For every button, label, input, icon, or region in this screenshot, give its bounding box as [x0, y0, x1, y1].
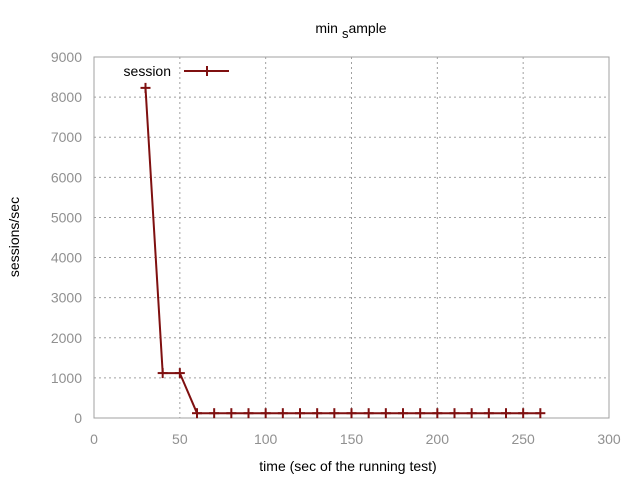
data-point: [243, 408, 254, 419]
data-point: [277, 408, 288, 419]
y-tick-label: 6000: [51, 169, 82, 185]
chart-title-subscript: s: [342, 26, 349, 41]
x-tick-label: 250: [511, 431, 535, 447]
y-tick-label: 1000: [51, 370, 82, 386]
y-tick-label: 4000: [51, 250, 82, 266]
chart-title-suffix: ample: [348, 20, 386, 36]
data-point: [226, 408, 237, 419]
x-tick-label: 200: [426, 431, 450, 447]
series: [140, 82, 546, 419]
y-tick-label: 3000: [51, 290, 82, 306]
data-point: [209, 408, 220, 419]
data-point: [312, 408, 323, 419]
grid: [94, 57, 609, 418]
x-tick-label: 0: [90, 431, 98, 447]
data-point: [192, 408, 202, 419]
y-tick-label: 8000: [51, 89, 82, 105]
data-point: [518, 408, 529, 419]
data-point: [140, 82, 151, 93]
data-point: [415, 408, 426, 419]
y-axis-title: sessions/sec: [6, 197, 22, 277]
data-point: [432, 408, 443, 419]
data-point: [174, 368, 185, 379]
data-point: [501, 408, 511, 419]
data-point: [346, 408, 357, 419]
data-point: [483, 408, 494, 419]
data-point: [363, 408, 374, 419]
data-point: [380, 408, 391, 419]
x-tick-label: 100: [254, 431, 278, 447]
x-tick-label: 300: [597, 431, 621, 447]
series-line-session: [144, 87, 541, 415]
chart-title: min sample: [315, 20, 386, 41]
data-point: [535, 408, 546, 419]
data-point: [295, 408, 305, 419]
legend: session: [124, 63, 229, 79]
x-tick-label: 50: [172, 431, 188, 447]
data-point: [449, 408, 460, 419]
x-axis-title: time (sec of the running test): [259, 458, 436, 474]
data-point: [398, 408, 408, 419]
data-point: [260, 408, 271, 419]
y-tick-label: 7000: [51, 129, 82, 145]
chart-title-main: min: [315, 20, 338, 36]
y-tick-label: 0: [74, 410, 82, 426]
y-tick-label: 5000: [51, 209, 82, 225]
y-tick-label: 9000: [51, 49, 82, 65]
x-tick-label: 150: [340, 431, 364, 447]
data-point: [157, 368, 168, 379]
legend-label-session: session: [124, 63, 171, 79]
data-point: [329, 408, 340, 419]
axis-ticks: 0 1000 2000 3000 4000 5000 6000 7000 8000 9000 0 50…: [51, 49, 621, 447]
data-point: [466, 408, 477, 419]
y-tick-label: 2000: [51, 330, 82, 346]
